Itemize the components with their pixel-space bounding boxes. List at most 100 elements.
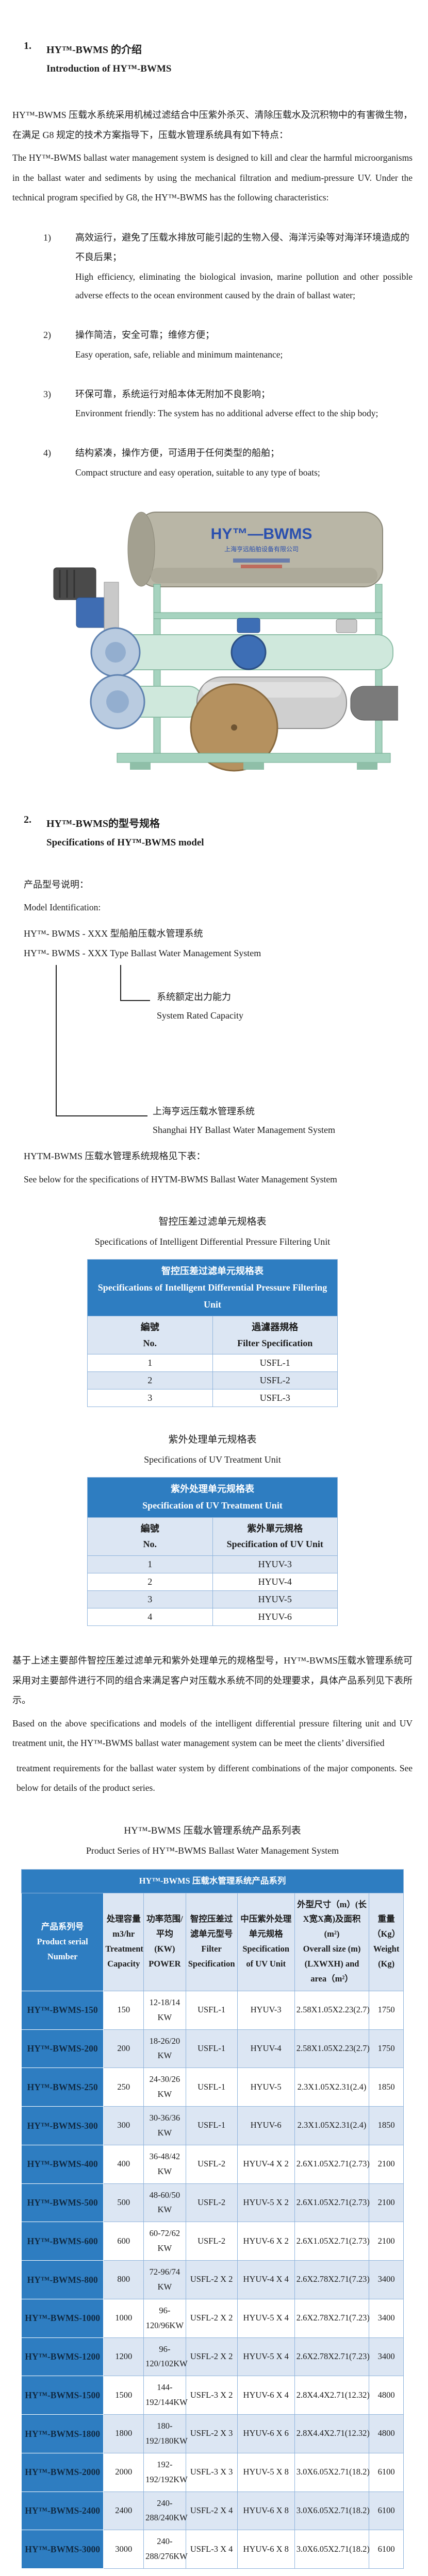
series-power-cell: 180-192/180KW <box>143 2414 188 2453</box>
series-power-cell: 96-120/102KW <box>143 2337 188 2377</box>
filter-row-no: 1 <box>87 1354 213 1372</box>
series-capacity-cell: 600 <box>103 2222 144 2261</box>
series-model-cell: HY™-BWMS-600 <box>21 2222 104 2261</box>
series-power-cell: 18-26/20 KW <box>143 2029 186 2069</box>
see-below-en: See below for the specifications of HYTM… <box>24 1174 337 1184</box>
filter-table-row: 3 USFL-3 <box>87 1389 338 1408</box>
series-size-cell: 2.3X1.05X2.31(2.4) <box>294 2106 370 2145</box>
uv-table-banner: 紫外处理单元规格表 Specification of UV Treatment … <box>87 1477 338 1518</box>
series-filter-cell: USFL-2 <box>185 2144 238 2184</box>
section1-paragraph-cn: HY™-BWMS 压载水系统采用机械过滤结合中压紫外杀灭、清除压载水及沉积物中的… <box>12 110 413 140</box>
series-filter-cell: USFL-1 <box>185 2029 238 2069</box>
series-size-cell: 2.58X1.05X2.23(2.7) <box>294 2029 370 2069</box>
filter-row-no: 2 <box>87 1371 213 1390</box>
series-power-cell: 192-192/192KW <box>143 2452 188 2492</box>
uv-row-no: 4 <box>87 1607 213 1626</box>
series-size-cell: 2.8X4.4X2.71(12.32) <box>294 2414 370 2453</box>
series-filter-cell: USFL-1 <box>185 1990 238 2030</box>
series-table-row: HY™-BWMS-1800 1800 180-192/180KW USFL-2 … <box>21 2414 404 2453</box>
series-size-cell: 3.0X6.05X2.71(18.2) <box>294 2530 370 2569</box>
series-capacity-cell: 400 <box>103 2144 144 2184</box>
filter-row-spec: USFL-2 <box>212 1371 338 1390</box>
model-id-label-en: Model Identification: <box>24 902 101 913</box>
series-table-row: HY™-BWMS-300 300 30-36/36 KW USFL-1 HYUV… <box>21 2106 404 2145</box>
series-uv-cell: HYUV-6 X 2 <box>237 2222 295 2261</box>
series-table-row: HY™-BWMS-800 800 72-96/74 KW USFL-2 X 2 … <box>21 2260 404 2299</box>
section1-number: 1. <box>24 40 31 52</box>
series-weight-cell: 3400 <box>369 2260 404 2299</box>
feature-number: 2) <box>43 330 51 341</box>
uv-table-row: 3 HYUV-5 <box>87 1590 338 1608</box>
section2-title-en: Specifications of HY™-BWMS model <box>46 837 204 848</box>
feature-text-cn: 环保可靠，系统运行对船本体无附加不良影响； <box>75 388 270 399</box>
series-filter-cell: USFL-3 X 2 <box>185 2376 238 2415</box>
series-power-cell: 96-120/96KW <box>143 2298 186 2338</box>
feature-item: 4) 结构紧凑，操作方便，可适用于任何类型的船舶； Compact struct… <box>43 444 413 482</box>
feature-text-en: Environment friendly: The system has no … <box>75 408 378 419</box>
series-table-banner: HY™-BWMS 压载水管理系统产品系列 <box>21 1869 404 1893</box>
filter-table-header: 編號 No. 過濾器規格 Filter Specification <box>87 1316 338 1355</box>
series-capacity-cell: 200 <box>103 2029 144 2069</box>
series-filter-cell: USFL-2 X 3 <box>185 2414 238 2453</box>
series-model-cell: HY™-BWMS-300 <box>21 2106 104 2145</box>
series-capacity-cell: 150 <box>103 1990 144 2030</box>
series-weight-cell: 2100 <box>369 2183 404 2223</box>
series-weight-cell: 3400 <box>369 2337 404 2377</box>
series-capacity-cell: 300 <box>103 2106 144 2145</box>
series-weight-cell: 2100 <box>369 2144 404 2184</box>
series-model-cell: HY™-BWMS-1500 <box>21 2376 104 2415</box>
feature-text-en: High efficiency, eliminating the biologi… <box>75 271 413 301</box>
feature-item: 2) 操作简洁，安全可靠；维修方便； Easy operation, safe,… <box>43 326 413 364</box>
model-id-label-cn: 产品型号说明： <box>24 879 89 890</box>
feature-item: 1) 高效运行，避免了压载水排放可能引起的生物入侵、海洋污染等对海洋环境造成的不… <box>43 228 413 305</box>
feature-text-en: Compact structure and easy operation, su… <box>75 467 320 478</box>
capacity-label-en: System Rated Capacity <box>157 1010 243 1021</box>
series-uv-cell: HYUV-5 X 2 <box>237 2183 295 2223</box>
series-uv-cell: HYUV-6 X 8 <box>237 2530 295 2569</box>
series-capacity-cell: 800 <box>103 2260 144 2299</box>
uv-row-spec: HYUV-6 <box>212 1607 338 1626</box>
uv-table-row: 1 HYUV-3 <box>87 1555 338 1573</box>
feature-text-cn: 高效运行，避免了压载水排放可能引起的生物入侵、海洋污染等对海洋环境造成的不良后果… <box>75 232 409 262</box>
series-weight-cell: 1850 <box>369 2106 404 2145</box>
series-size-cell: 2.3X1.05X2.31(2.4) <box>294 2067 370 2107</box>
series-filter-cell: USFL-2 X 2 <box>185 2298 238 2338</box>
series-power-cell: 144-192/144KW <box>143 2376 188 2415</box>
series-power-cell: 24-30/26 KW <box>143 2067 186 2107</box>
series-size-cell: 2.8X4.4X2.71(12.32) <box>294 2376 370 2415</box>
filter-table-banner: 智控压差过滤单元规格表 Specifications of Intelligen… <box>87 1259 338 1317</box>
series-model-cell: HY™-BWMS-1000 <box>21 2298 104 2338</box>
series-uv-cell: HYUV-6 X 4 <box>237 2376 295 2415</box>
model-connector-brand <box>56 964 57 1115</box>
section1-feature-list: 1) 高效运行，避免了压载水排放可能引起的生物入侵、海洋污染等对海洋环境造成的不… <box>12 228 413 482</box>
series-table-title: HY™-BWMS 压载水管理系统产品系列表 Product Series of … <box>86 1825 339 1856</box>
product-series-table: HY™-BWMS 压载水管理系统产品系列 产品系列号 Product serial… <box>21 1869 404 2569</box>
series-weight-cell: 6100 <box>369 2530 404 2569</box>
photo-logo-text: HY™—BWMS <box>211 526 312 543</box>
filter-table-row: 2 USFL-2 <box>87 1371 338 1390</box>
series-table-row: HY™-BWMS-150 150 12-18/14 KW USFL-1 HYUV… <box>21 1990 404 2030</box>
see-below-cn: HYTM-BWMS 压载水管理系统规格见下表： <box>24 1150 206 1161</box>
section2-number: 2. <box>24 814 31 825</box>
series-uv-cell: HYUV-6 <box>237 2106 295 2145</box>
series-uv-cell: HYUV-4 <box>237 2029 295 2069</box>
series-model-cell: HY™-BWMS-800 <box>21 2260 104 2299</box>
filter-row-no: 3 <box>87 1389 213 1408</box>
brand-label-cn: 上海亨远压载水管理系统 <box>153 1106 255 1116</box>
series-power-cell: 240-288/240KW <box>143 2491 188 2531</box>
section1-title-cn: HY™-BWMS 的介绍 <box>46 44 142 56</box>
feature-number: 4) <box>43 448 51 459</box>
capacity-label-cn: 系统额定出力能力 <box>157 991 231 1002</box>
series-table-row: HY™-BWMS-1000 1000 96-120/96KW USFL-2 X … <box>21 2298 404 2338</box>
series-table-row: HY™-BWMS-250 250 24-30/26 KW USFL-1 HYUV… <box>21 2067 404 2107</box>
series-weight-cell: 1750 <box>369 2029 404 2069</box>
series-weight-cell: 6100 <box>369 2452 404 2492</box>
series-model-cell: HY™-BWMS-250 <box>21 2067 104 2107</box>
uv-row-spec: HYUV-5 <box>212 1590 338 1608</box>
filter-table-title: 智控压差过滤单元规格表 Specifications of Intelligen… <box>94 1216 331 1247</box>
feature-number: 1) <box>43 232 51 243</box>
feature-item: 3) 环保可靠，系统运行对船本体无附加不良影响； Environment fri… <box>43 385 413 423</box>
series-table-header: 产品系列号 Product serial Number 处理容量 m3/hr Tre… <box>21 1892 404 1991</box>
series-size-cell: 3.0X6.05X2.71(18.2) <box>294 2452 370 2492</box>
uv-table-title: 紫外处理单元规格表 Specifications of UV Treatment… <box>144 1434 281 1465</box>
